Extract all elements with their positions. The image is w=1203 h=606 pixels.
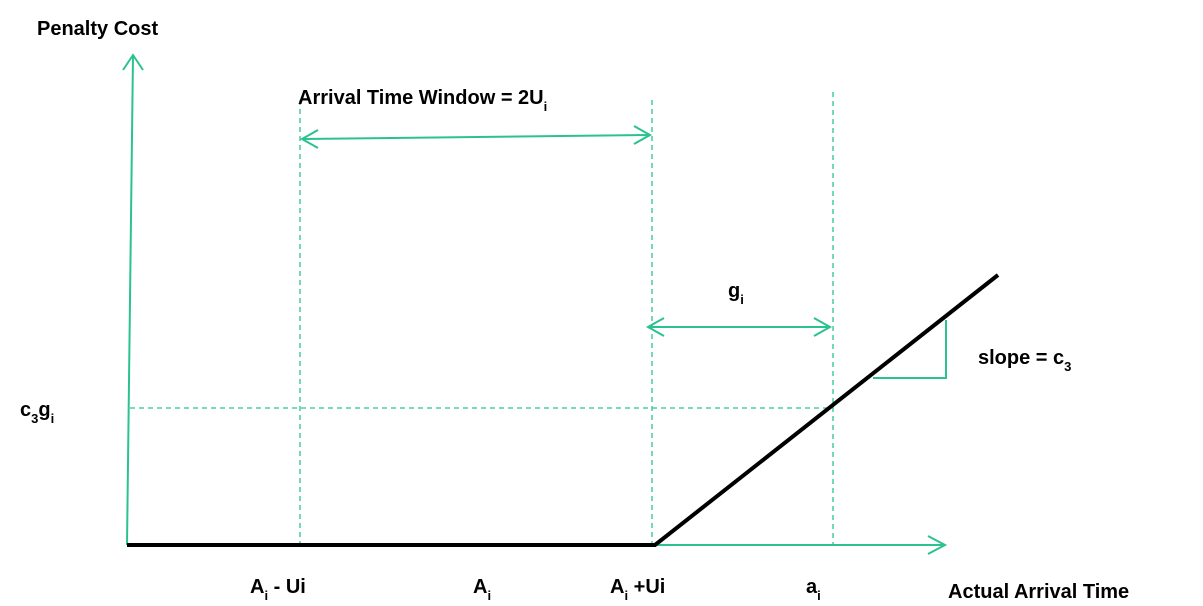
text: a bbox=[806, 576, 818, 598]
x-axis-label: Actual Arrival Time bbox=[948, 581, 1129, 603]
arrowhead bbox=[927, 535, 948, 555]
text: A bbox=[610, 576, 624, 598]
x-label: Ai bbox=[473, 576, 491, 603]
text: g bbox=[728, 280, 740, 302]
subscript: 3 bbox=[1064, 359, 1071, 374]
subscript: i bbox=[264, 588, 268, 603]
y-axis bbox=[126, 54, 134, 546]
gap-label: gi bbox=[728, 280, 744, 307]
text: g bbox=[38, 399, 50, 421]
x-label: Ai +Ui bbox=[610, 576, 665, 603]
text: +Ui bbox=[628, 576, 665, 598]
subscript: i bbox=[817, 588, 821, 603]
slope-label: slope = c3 bbox=[978, 347, 1071, 374]
subscript: i bbox=[544, 99, 548, 114]
y-axis-label: Penalty Cost bbox=[37, 18, 158, 40]
subscript: i bbox=[740, 292, 744, 307]
window-arrow bbox=[301, 134, 651, 140]
penalty-line bbox=[127, 273, 1000, 547]
text: slope = c bbox=[978, 347, 1064, 369]
arrowhead bbox=[813, 317, 833, 337]
subscript: 3 bbox=[31, 411, 38, 426]
cost-label: c3gi bbox=[20, 399, 54, 426]
arrowhead bbox=[122, 53, 144, 71]
text: Arrival Time Window = 2U bbox=[298, 87, 544, 109]
text: - Ui bbox=[268, 576, 306, 598]
text: A bbox=[473, 576, 487, 598]
arrowhead bbox=[633, 125, 653, 145]
text: A bbox=[250, 576, 264, 598]
arrowhead bbox=[299, 129, 319, 149]
x-label: ai bbox=[806, 576, 821, 603]
window-label: Arrival Time Window = 2Ui bbox=[298, 87, 547, 114]
x-label: Ai - Ui bbox=[250, 576, 306, 603]
subscript: i bbox=[487, 588, 491, 603]
arrowhead bbox=[645, 317, 665, 337]
subscript: i bbox=[51, 411, 55, 426]
slope-triangle bbox=[873, 320, 947, 379]
text: c bbox=[20, 399, 31, 421]
subscript: i bbox=[624, 588, 628, 603]
